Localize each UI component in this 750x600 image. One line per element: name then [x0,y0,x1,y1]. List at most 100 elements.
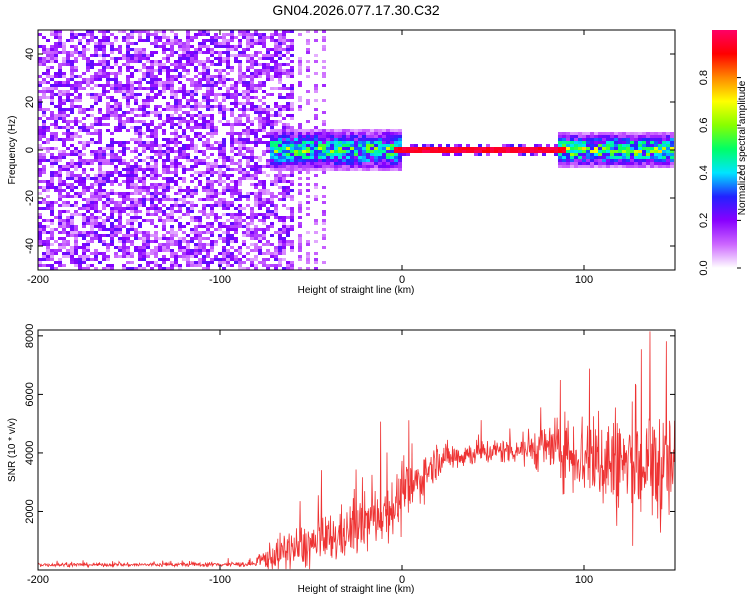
heatmap-cell [286,162,290,165]
heatmap-cell [326,162,330,165]
heatmap-cell [258,42,262,45]
heatmap-cell [226,45,230,48]
heatmap-cell [394,135,398,138]
heatmap-cell [182,198,186,201]
heatmap-cell [458,150,462,153]
heatmap-cell [246,246,250,249]
heatmap-cell [338,141,342,144]
heatmap-cell [110,114,114,117]
heatmap-cell [258,198,262,201]
heatmap-cell [670,132,674,135]
heatmap-cell [246,231,250,234]
heatmap-cell [282,153,286,156]
heatmap-cell [502,147,506,150]
heatmap-cell [298,81,302,84]
heatmap-cell [126,171,130,174]
heatmap-cell [350,144,354,147]
heatmap-cell [234,54,238,57]
heatmap-cell [242,96,246,99]
heatmap-cell [214,216,218,219]
heatmap-cell [190,90,194,93]
heatmap-cell [70,153,74,156]
heatmap-cell [626,144,630,147]
heatmap-cell [250,222,254,225]
heatmap-cell [378,135,382,138]
heatmap-cell [166,48,170,51]
heatmap-cell [66,183,70,186]
heatmap-cell [154,255,158,258]
heatmap-cell [314,186,318,189]
heatmap-cell [38,108,42,111]
heatmap-cell [98,162,102,165]
heatmap-cell [158,246,162,249]
heatmap-cell [130,60,134,63]
heatmap-cell [110,33,114,36]
heatmap-cell [98,210,102,213]
heatmap-cell [202,225,206,228]
heatmap-cell [250,105,254,108]
heatmap-cell [602,132,606,135]
heatmap-cell [218,156,222,159]
heatmap-cell [66,57,70,60]
heatmap-cell [70,186,74,189]
heatmap-cell [250,108,254,111]
heatmap-cell [102,84,106,87]
heatmap-cell [62,84,66,87]
heatmap-cell [46,147,50,150]
heatmap-cell [186,147,190,150]
heatmap-cell [118,240,122,243]
heatmap-cell [454,150,458,153]
heatmap-cell [230,36,234,39]
heatmap-cell [202,249,206,252]
heatmap-cell [246,252,250,255]
heatmap-cell [218,147,222,150]
heatmap-cell [286,264,290,267]
heatmap-cell [46,39,50,42]
heatmap-cell [50,102,54,105]
heatmap-cell [238,258,242,261]
heatmap-cell [322,210,326,213]
heatmap-cell [462,150,466,153]
heatmap-cell [246,81,250,84]
heatmap-cell [270,180,274,183]
heatmap-cell [142,48,146,51]
heatmap-cell [198,231,202,234]
heatmap-cell [214,96,218,99]
heatmap-cell [534,144,538,147]
heatmap-cell [54,87,58,90]
heatmap-cell [98,174,102,177]
heatmap-cell [298,168,302,171]
heatmap-cell [186,138,190,141]
heatmap-cell [110,231,114,234]
heatmap-cell [314,54,318,57]
heatmap-cell [178,66,182,69]
heatmap-cell [174,240,178,243]
heatmap-cell [110,228,114,231]
heatmap-cell [138,216,142,219]
heatmap-cell [38,129,42,132]
heatmap-cell [198,240,202,243]
heatmap-cell [86,48,90,51]
heatmap-cell [210,231,214,234]
heatmap-cell [290,84,294,87]
heatmap-cell [130,36,134,39]
heatmap-cell [286,132,290,135]
heatmap-cell [266,72,270,75]
heatmap-cell [370,156,374,159]
heatmap-cell [270,210,274,213]
heatmap-cell [218,165,222,168]
heatmap-cell [86,189,90,192]
heatmap-cell [42,189,46,192]
heatmap-cell [226,219,230,222]
heatmap-cell [270,243,274,246]
heatmap-cell [282,177,286,180]
heatmap-cell [62,240,66,243]
heatmap-cell [234,60,238,63]
heatmap-cell [102,147,106,150]
heatmap-cell [142,147,146,150]
heatmap-cell [58,84,62,87]
heatmap-cell [610,138,614,141]
heatmap-cell [142,51,146,54]
heatmap-cell [122,126,126,129]
heatmap-cell [42,240,46,243]
